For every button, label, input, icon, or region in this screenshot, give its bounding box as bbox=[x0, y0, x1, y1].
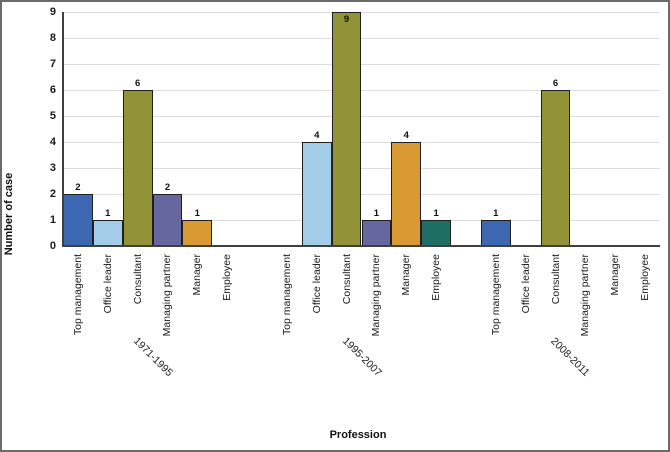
x-category-label-text: Managing partner bbox=[161, 254, 174, 337]
x-category-label-text: Office leader bbox=[101, 254, 114, 314]
bar-value-label: 1 bbox=[433, 208, 439, 219]
bar bbox=[480, 220, 511, 246]
x-category-label: Employee bbox=[430, 250, 477, 301]
bar bbox=[391, 142, 422, 246]
bar bbox=[182, 220, 213, 246]
bar bbox=[122, 90, 153, 246]
x-axis-line bbox=[62, 245, 660, 247]
bar-value-label: 6 bbox=[134, 78, 141, 89]
x-category-label-text: Top management bbox=[489, 254, 502, 336]
x-category-label-text: Office leader bbox=[310, 254, 323, 314]
x-category-label-text: Top management bbox=[71, 254, 84, 336]
x-category-label-text: Consultant bbox=[131, 254, 144, 305]
bar bbox=[331, 12, 362, 246]
bar bbox=[361, 220, 392, 246]
y-tick-label: 1 bbox=[49, 214, 56, 226]
gridline bbox=[63, 116, 660, 117]
x-category-label-text: Managing partner bbox=[579, 254, 592, 337]
y-tick-label: 7 bbox=[49, 58, 56, 70]
bar bbox=[92, 220, 123, 246]
x-group-label: 1971-1995 bbox=[130, 335, 175, 379]
bar-value-label: 1 bbox=[194, 208, 200, 219]
gridline bbox=[63, 38, 660, 39]
x-category-label-text: Employee bbox=[639, 254, 652, 301]
bar-value-label: 2 bbox=[75, 182, 81, 193]
y-axis-line bbox=[62, 12, 64, 246]
x-group-label: 1995-2007 bbox=[339, 335, 384, 379]
x-category-label-text: Top management bbox=[280, 254, 293, 336]
bar bbox=[301, 142, 332, 246]
y-axis-title: Number of case bbox=[3, 172, 15, 256]
y-tick-label: 3 bbox=[49, 162, 56, 174]
bar bbox=[540, 90, 571, 246]
bar-value-label: 9 bbox=[343, 14, 350, 25]
x-category-label-text: Consultant bbox=[549, 254, 562, 305]
y-tick-label: 9 bbox=[49, 6, 56, 18]
y-tick-label: 2 bbox=[49, 188, 56, 200]
bar bbox=[152, 194, 183, 246]
gridline bbox=[63, 64, 660, 65]
x-category-label-text: Office leader bbox=[519, 254, 532, 314]
bar-value-label: 1 bbox=[373, 208, 380, 219]
y-tick-label: 8 bbox=[49, 32, 56, 44]
y-tick-label: 0 bbox=[49, 240, 56, 252]
x-category-label: Employee bbox=[221, 250, 268, 301]
x-category-label: Employee bbox=[639, 250, 670, 301]
bar-value-label: 6 bbox=[552, 78, 559, 89]
bar bbox=[421, 220, 452, 246]
bar-value-label: 2 bbox=[164, 182, 171, 193]
bar-value-label: 4 bbox=[314, 130, 320, 141]
x-group-label: 2008-2011 bbox=[548, 335, 593, 379]
bar-value-label: 1 bbox=[105, 208, 111, 219]
y-tick-label: 4 bbox=[49, 136, 56, 148]
x-category-label-text: Employee bbox=[430, 254, 443, 301]
gridline bbox=[63, 168, 660, 169]
gridline bbox=[63, 194, 660, 195]
bar-value-label: 4 bbox=[403, 130, 409, 141]
x-category-label-text: Manager bbox=[191, 254, 204, 296]
x-category-label-text: Manager bbox=[609, 254, 622, 296]
x-category-label-text: Manager bbox=[400, 254, 413, 296]
x-category-label-text: Employee bbox=[221, 254, 234, 301]
x-category-label-text: Managing partner bbox=[370, 254, 383, 337]
x-category-label-text: Consultant bbox=[340, 254, 353, 305]
gridline bbox=[63, 142, 660, 143]
bar-value-label: 1 bbox=[493, 208, 499, 219]
gridline bbox=[63, 12, 660, 13]
gridline bbox=[63, 90, 660, 91]
y-tick-label: 6 bbox=[49, 84, 56, 96]
x-axis-title: Profession bbox=[329, 429, 387, 441]
y-tick-label: 5 bbox=[49, 110, 56, 122]
